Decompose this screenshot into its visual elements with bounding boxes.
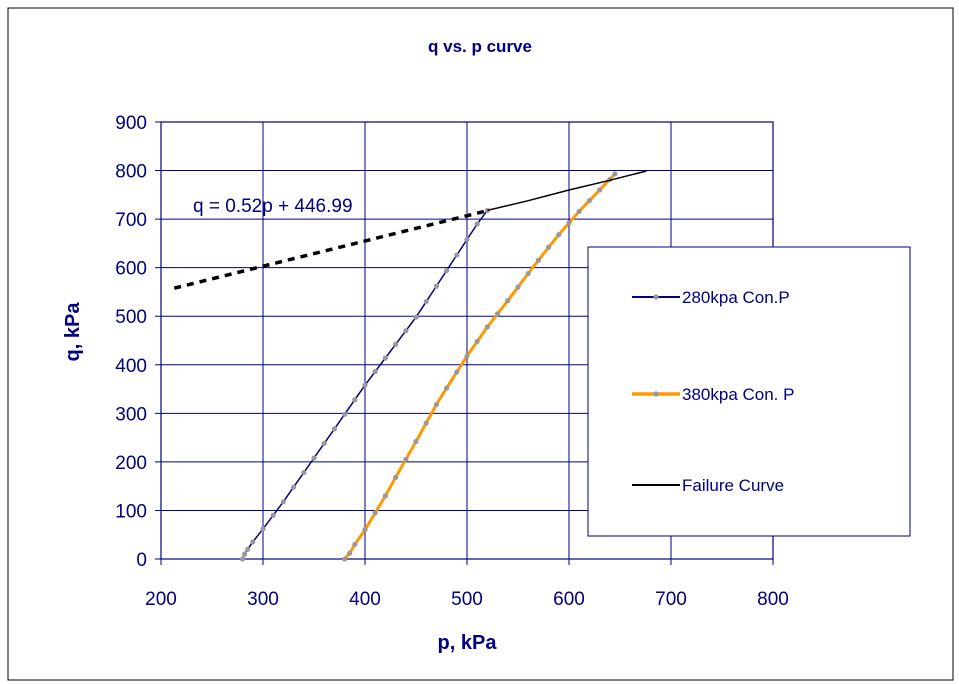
x-tick-label: 700 bbox=[655, 589, 687, 610]
data-point bbox=[301, 469, 307, 476]
data-point bbox=[566, 220, 572, 226]
y-tick-label: 0 bbox=[136, 550, 147, 571]
data-point bbox=[403, 328, 409, 334]
data-point bbox=[342, 411, 348, 417]
data-point bbox=[454, 369, 460, 375]
trendline-equation: q = 0.52p + 446.99 bbox=[193, 196, 353, 217]
y-tick-label: 300 bbox=[115, 404, 147, 425]
legend-label: Failure Curve bbox=[682, 476, 784, 495]
data-point bbox=[495, 311, 501, 317]
legend-marker bbox=[653, 294, 659, 300]
data-point bbox=[464, 236, 470, 243]
data-point bbox=[444, 385, 450, 391]
data-point bbox=[393, 341, 399, 347]
data-point bbox=[362, 382, 368, 388]
trendline-group bbox=[173, 208, 488, 290]
legend-label: 380kpa Con. P bbox=[682, 385, 794, 404]
data-point bbox=[433, 283, 439, 289]
data-point bbox=[423, 420, 429, 426]
data-point bbox=[321, 440, 327, 447]
data-point bbox=[433, 401, 439, 408]
data-point bbox=[454, 252, 460, 258]
data-point bbox=[515, 284, 521, 290]
data-point bbox=[576, 208, 582, 214]
x-axis-label: p, kPa bbox=[438, 632, 498, 654]
legend-marker bbox=[653, 391, 659, 397]
y-axis-ticks: 0 100 200 300 400 500 600 700 800 900 bbox=[115, 113, 161, 571]
legend-label: 280kpa Con.P bbox=[682, 288, 790, 307]
data-point bbox=[352, 397, 358, 403]
data-point bbox=[597, 187, 603, 193]
data-point bbox=[311, 455, 317, 461]
y-tick-label: 100 bbox=[115, 501, 147, 522]
data-point bbox=[291, 484, 297, 490]
x-axis-ticks: 200 300 400 500 600 700 800 bbox=[145, 559, 789, 610]
data-point bbox=[546, 244, 552, 250]
data-point bbox=[556, 232, 562, 238]
data-point bbox=[240, 556, 246, 562]
data-point bbox=[347, 550, 353, 556]
data-point bbox=[413, 438, 419, 445]
y-tick-label: 200 bbox=[115, 453, 147, 474]
data-point bbox=[525, 270, 531, 277]
data-point bbox=[464, 353, 470, 359]
data-point bbox=[535, 257, 542, 263]
data-point bbox=[413, 314, 419, 320]
data-point bbox=[245, 546, 251, 552]
data-point bbox=[362, 527, 368, 533]
x-tick-label: 800 bbox=[757, 589, 789, 610]
data-point bbox=[586, 198, 593, 204]
data-point bbox=[372, 510, 378, 516]
x-tick-label: 300 bbox=[247, 589, 279, 610]
chart-title: q vs. p curve bbox=[428, 37, 532, 56]
data-point bbox=[403, 456, 409, 463]
data-point bbox=[444, 267, 450, 274]
data-point bbox=[260, 526, 266, 532]
data-point bbox=[484, 324, 490, 330]
data-point bbox=[280, 499, 286, 505]
y-tick-label: 700 bbox=[115, 210, 147, 231]
x-tick-label: 500 bbox=[451, 589, 483, 610]
legend-box bbox=[587, 246, 911, 537]
data-point bbox=[505, 298, 511, 304]
data-point bbox=[342, 556, 348, 562]
y-axis-label: q, kPa bbox=[62, 302, 84, 362]
data-point bbox=[474, 221, 480, 227]
y-tick-label: 600 bbox=[115, 259, 147, 280]
data-point bbox=[612, 171, 618, 177]
trendline bbox=[173, 208, 488, 290]
data-point bbox=[331, 426, 337, 432]
series-line-failure-curve bbox=[487, 170, 647, 212]
data-point bbox=[382, 355, 388, 361]
data-point bbox=[270, 512, 276, 518]
y-tick-label: 500 bbox=[115, 307, 147, 328]
data-point bbox=[352, 541, 358, 548]
y-tick-label: 900 bbox=[115, 113, 147, 134]
data-point bbox=[474, 338, 480, 345]
x-tick-label: 400 bbox=[349, 589, 381, 610]
y-tick-label: 400 bbox=[115, 356, 147, 377]
legend: 280kpa Con.P 380kpa Con. P Failure Curve bbox=[587, 246, 911, 537]
x-tick-label: 200 bbox=[145, 589, 177, 610]
data-point bbox=[423, 299, 429, 305]
data-point bbox=[372, 368, 378, 375]
data-point bbox=[242, 551, 248, 557]
x-tick-label: 600 bbox=[553, 589, 585, 610]
data-point bbox=[250, 539, 256, 545]
data-point bbox=[393, 474, 399, 481]
y-tick-label: 800 bbox=[115, 162, 147, 183]
data-point bbox=[382, 493, 388, 499]
series-group bbox=[240, 170, 647, 562]
